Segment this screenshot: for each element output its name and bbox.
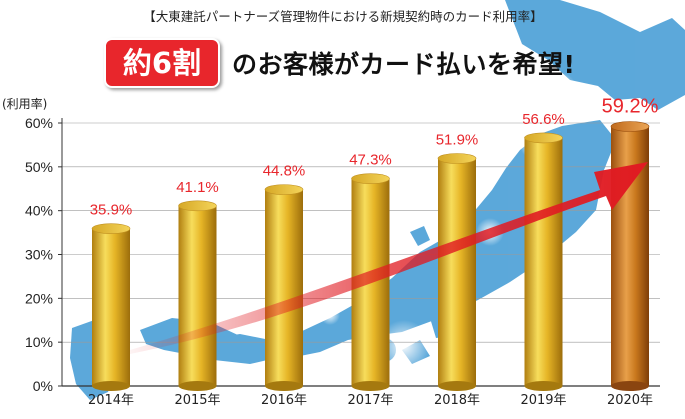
- map-glow-hokuriku: [320, 305, 340, 325]
- bar: [91, 223, 131, 391]
- bar-cap: [351, 173, 390, 184]
- y-tick-label: 0%: [33, 378, 53, 394]
- data-labels: 35.9% 41.1% 44.8% 47.3% 51.9% 56.6% 59.2%: [90, 96, 659, 219]
- bar-base: [351, 381, 390, 391]
- bar-cap: [524, 132, 563, 144]
- bar-body: [92, 228, 130, 386]
- bar-body: [438, 158, 476, 386]
- bar-base: [438, 381, 476, 391]
- value-label: 56.6%: [522, 111, 565, 128]
- y-tick-label: 10%: [25, 334, 53, 350]
- bar-series: [91, 121, 650, 391]
- x-tick-label: 2016年: [261, 393, 307, 408]
- bar-base: [611, 381, 649, 391]
- bar: [437, 153, 477, 391]
- x-tick-label: 2020年: [607, 393, 653, 408]
- bar-base: [178, 381, 217, 391]
- value-label: 59.2%: [602, 96, 659, 118]
- bar-cap: [610, 121, 650, 132]
- bar-cap: [91, 223, 131, 234]
- map-glow-hokkaido: [544, 72, 576, 104]
- x-tick-label: 2017年: [347, 393, 393, 408]
- bar: [264, 184, 304, 391]
- bar-cap: [264, 184, 304, 195]
- y-tick-label: 30%: [25, 247, 53, 263]
- bar-body: [265, 189, 303, 386]
- bar-cap: [437, 153, 477, 164]
- x-tick-label: 2014年: [88, 393, 134, 408]
- x-axis-tick-labels: 2014年 2015年 2016年 2017年 2018年 2019年 2020年: [88, 393, 653, 408]
- y-tick-label: 50%: [25, 159, 53, 175]
- value-label: 44.8%: [263, 163, 306, 180]
- bar-body: [178, 205, 217, 386]
- map-glow-kansai: [378, 320, 430, 372]
- bar: [178, 200, 217, 391]
- x-tick-label: 2018年: [434, 393, 480, 408]
- y-tick-label: 60%: [25, 115, 53, 131]
- value-label: 47.3%: [349, 152, 392, 169]
- bar: [610, 121, 650, 391]
- trend-arrow: [130, 162, 648, 354]
- y-axis-label: (利用率): [2, 97, 48, 111]
- bar-base: [265, 381, 303, 391]
- bar-base: [524, 381, 563, 391]
- headline: のお客様がカード払いを希望!: [232, 50, 576, 79]
- highlight-badge: 約6割: [104, 38, 220, 88]
- y-axis-tick-labels: 0% 10% 20% 30% 40% 50% 60%: [25, 115, 53, 394]
- value-label: 51.9%: [436, 132, 479, 149]
- bar: [524, 132, 563, 391]
- bar-body: [524, 137, 563, 386]
- y-tick-label: 40%: [25, 203, 53, 219]
- value-label: 41.1%: [176, 179, 219, 196]
- chart-subtitle: 【大東建託パートナーズ管理物件における新規契約時のカード利用率】: [143, 9, 543, 24]
- bar-cap: [178, 200, 217, 212]
- y-tick-label: 20%: [25, 290, 53, 306]
- value-label: 35.9%: [90, 202, 133, 219]
- x-tick-label: 2019年: [520, 393, 566, 408]
- bar-base: [92, 381, 130, 391]
- x-tick-label: 2015年: [174, 393, 220, 408]
